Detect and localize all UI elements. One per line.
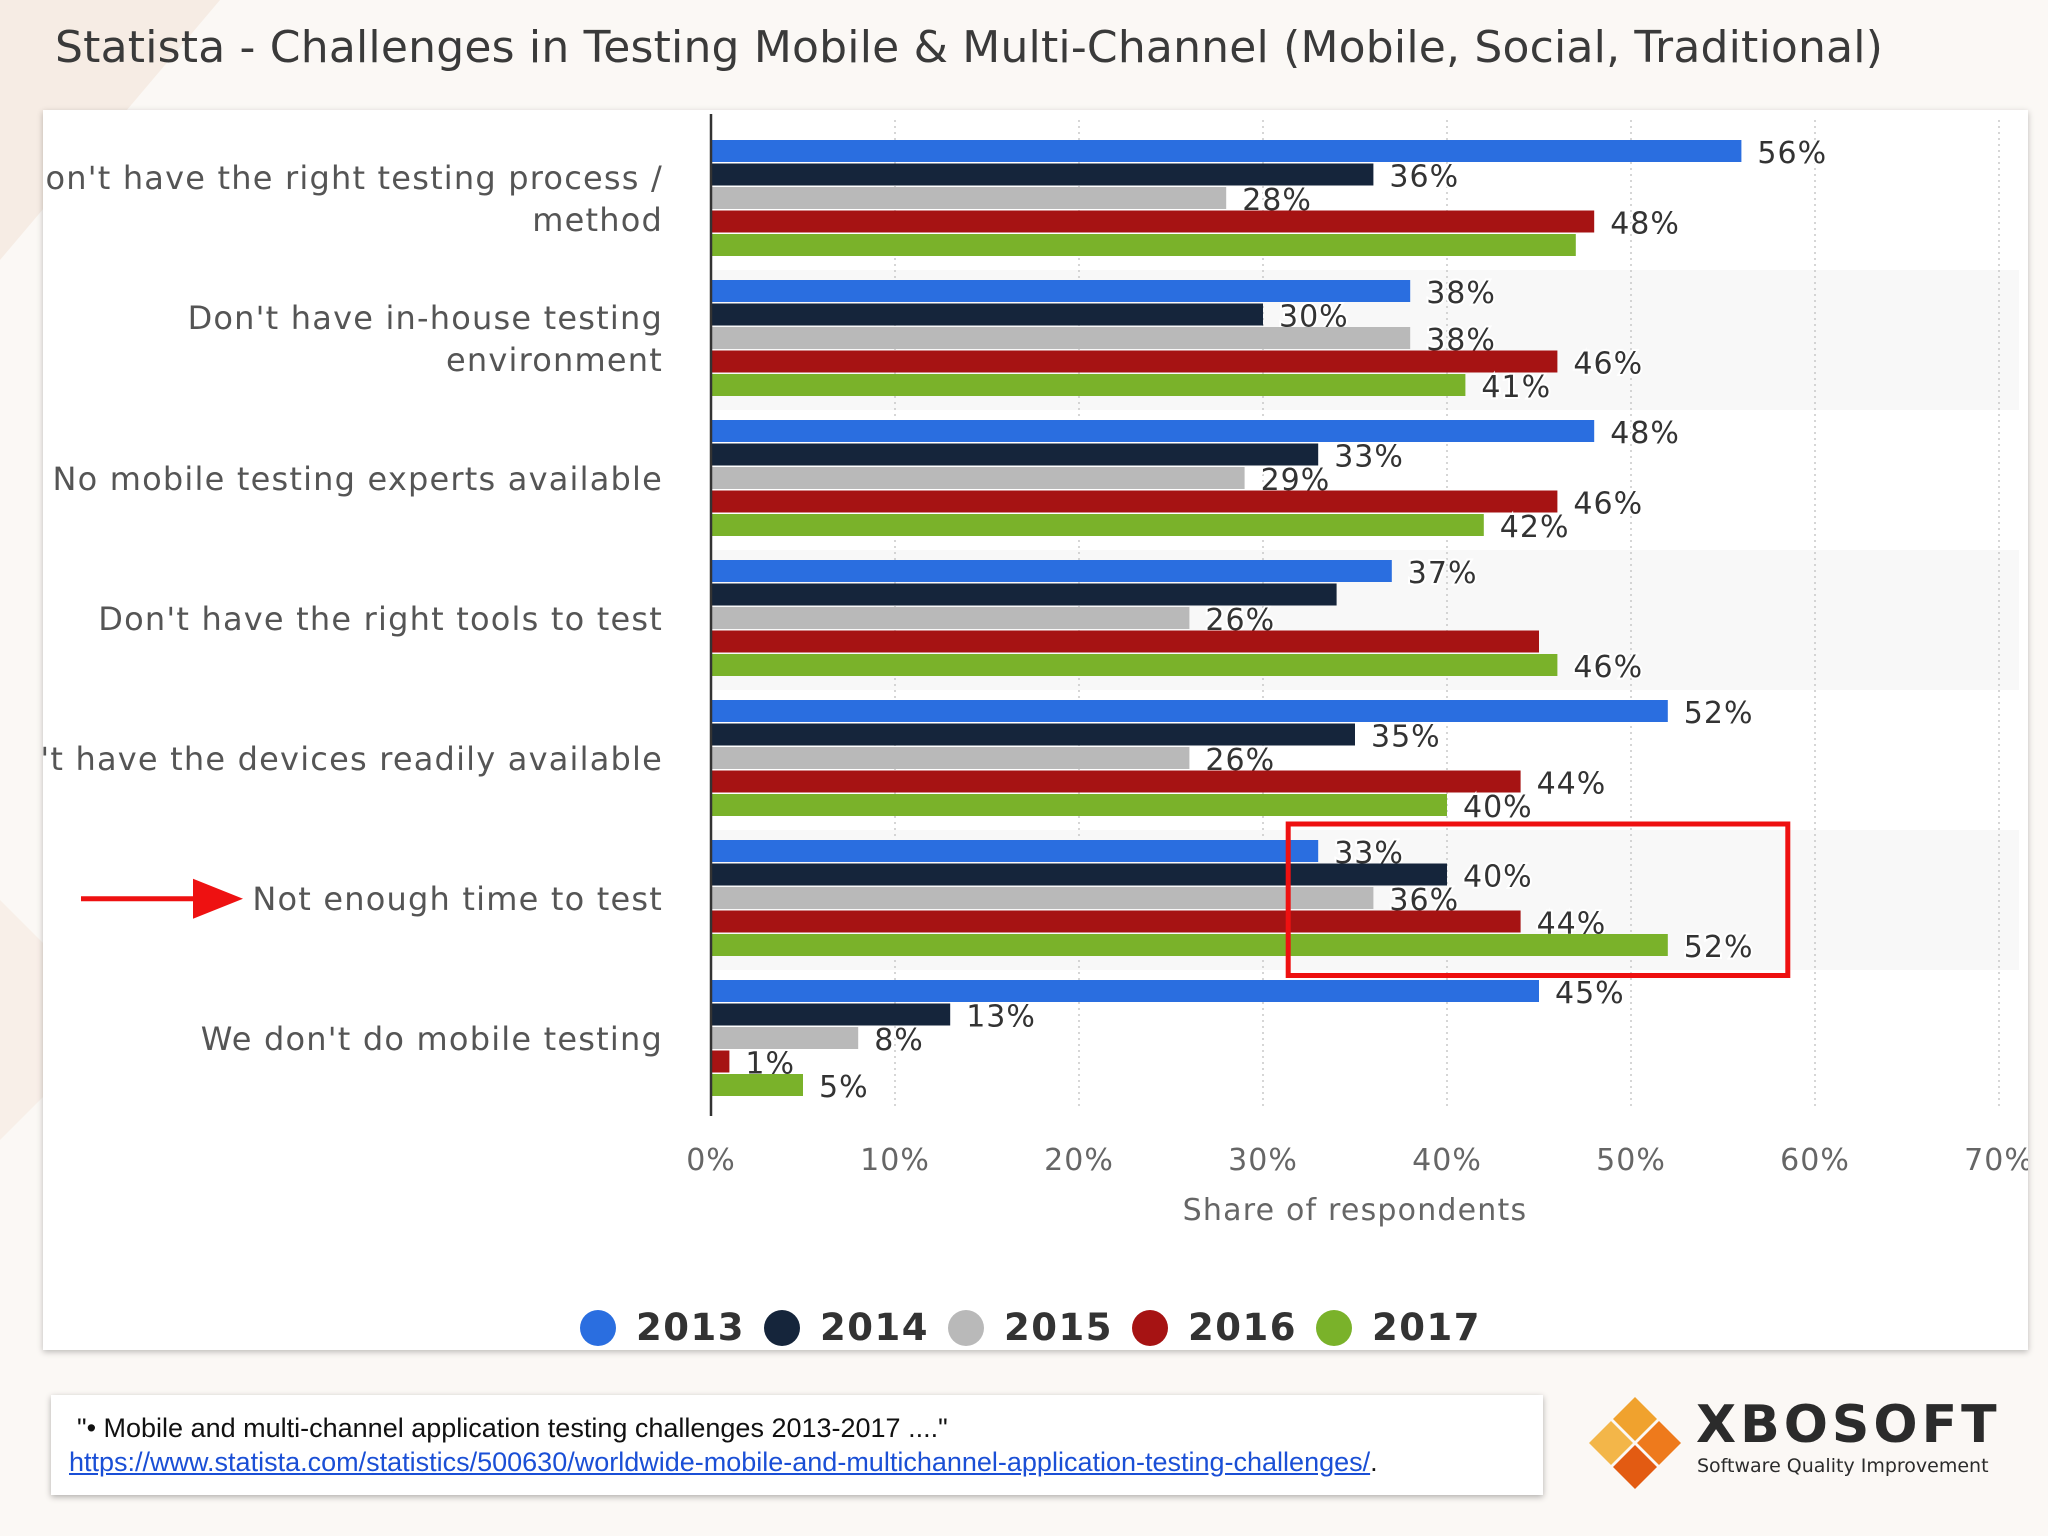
source-link-line: https://www.statista.com/statistics/5006… xyxy=(69,1447,1378,1478)
category-label: Not enough time to test xyxy=(252,880,663,918)
bar-2014 xyxy=(711,303,1263,326)
source-box: "• Mobile and multi-channel application … xyxy=(51,1395,1543,1495)
bar-chart: 56%38%48%37%52%33%45%36%30%33%35%40%13%2… xyxy=(43,114,2028,1349)
bar-2015 xyxy=(711,327,1411,349)
data-label: 35% xyxy=(1371,720,1441,755)
bar-2016 xyxy=(711,210,1595,233)
page-title: Statista - Challenges in Testing Mobile … xyxy=(55,22,1884,73)
data-label: 46% xyxy=(1573,650,1643,685)
x-tick-label: 10% xyxy=(860,1143,930,1178)
legend-label: 2013 xyxy=(636,1306,745,1349)
x-tick-label: 60% xyxy=(1780,1143,1850,1178)
x-tick-label: 50% xyxy=(1596,1143,1666,1178)
bar-2015 xyxy=(711,887,1374,909)
category-label: Don't have in-house testing xyxy=(188,299,663,337)
source-link[interactable]: https://www.statista.com/statistics/5006… xyxy=(69,1447,1371,1477)
bar-2013 xyxy=(711,840,1319,862)
data-label: 48% xyxy=(1610,416,1680,451)
brand-tagline: Software Quality Improvement xyxy=(1697,1455,1989,1477)
bar-2016 xyxy=(711,630,1539,653)
data-label: 13% xyxy=(966,1000,1036,1035)
bar-2017 xyxy=(711,514,1484,536)
data-label: 44% xyxy=(1537,767,1607,802)
x-tick-label: 30% xyxy=(1228,1143,1298,1178)
bar-2014 xyxy=(711,583,1337,606)
bar-2016 xyxy=(711,350,1558,373)
brand-block: XBOSOFT Software Quality Improvement xyxy=(1585,1395,2025,1505)
bar-2015 xyxy=(711,607,1190,629)
legend-marker xyxy=(1132,1310,1168,1346)
x-tick-label: 20% xyxy=(1044,1143,1114,1178)
data-label: 40% xyxy=(1463,860,1533,895)
legend-marker xyxy=(948,1310,984,1346)
xbosoft-logo-icon xyxy=(1589,1397,1681,1489)
data-label: 56% xyxy=(1757,136,1827,171)
bar-2016 xyxy=(711,1050,730,1073)
legend-label: 2017 xyxy=(1372,1306,1481,1349)
legend-label: 2014 xyxy=(820,1306,929,1349)
bar-2016 xyxy=(711,770,1521,793)
bar-2014 xyxy=(711,163,1374,186)
bar-2017 xyxy=(711,794,1447,816)
data-label: 38% xyxy=(1426,276,1496,311)
bar-2017 xyxy=(711,654,1558,676)
category-label: Don't have the right tools to test xyxy=(98,600,663,638)
bar-2014 xyxy=(711,1003,951,1026)
bar-2017 xyxy=(711,934,1668,956)
data-label: 33% xyxy=(1334,440,1404,475)
category-label: method xyxy=(532,201,663,239)
data-label: 46% xyxy=(1573,347,1643,382)
legend-label: 2016 xyxy=(1188,1306,1297,1349)
bar-2016 xyxy=(711,910,1521,933)
bar-2017 xyxy=(711,374,1466,396)
data-label: 42% xyxy=(1500,510,1570,545)
bar-2013 xyxy=(711,280,1411,302)
chart-panel: 56% 38% 48% 37% 52% 33% 45% 36% 30% 33% 35% 40% 13% 2… xyxy=(43,110,2028,1350)
data-label: 37% xyxy=(1408,556,1478,591)
data-label: 52% xyxy=(1684,696,1754,731)
x-tick-label: 70% xyxy=(1964,1143,2028,1178)
category-label: We don't do mobile testing xyxy=(201,1020,663,1058)
bar-2015 xyxy=(711,187,1227,209)
bar-2013 xyxy=(711,560,1392,582)
x-tick-label: 0% xyxy=(686,1143,736,1178)
bar-2017 xyxy=(711,1074,803,1096)
category-label: environment xyxy=(446,341,663,379)
brand-name: XBOSOFT xyxy=(1696,1395,2001,1455)
bar-2013 xyxy=(711,140,1742,162)
data-label: 46% xyxy=(1573,487,1643,522)
highlight-box xyxy=(1285,821,1791,978)
bar-2015 xyxy=(711,747,1190,769)
data-label: 8% xyxy=(874,1023,924,1058)
bar-2013 xyxy=(711,980,1539,1002)
bar-2013 xyxy=(711,420,1595,442)
legend-marker xyxy=(764,1310,800,1346)
highlight-arrow-head xyxy=(193,878,243,919)
data-label: 52% xyxy=(1684,930,1754,965)
bar-2013 xyxy=(711,700,1668,722)
bar-2017 xyxy=(711,234,1576,256)
source-quote: "• Mobile and multi-channel application … xyxy=(77,1413,948,1443)
x-tick-label: 40% xyxy=(1412,1143,1482,1178)
data-label: 5% xyxy=(819,1070,869,1105)
bar-2015 xyxy=(711,467,1245,489)
category-label: Don't have the devices readily available xyxy=(43,740,663,778)
legend-label: 2015 xyxy=(1004,1306,1113,1349)
legend-marker xyxy=(1316,1310,1352,1346)
x-axis-title: Share of respondents xyxy=(1183,1193,1528,1228)
source-link-trailing: . xyxy=(1370,1447,1378,1477)
data-label: 41% xyxy=(1481,370,1551,405)
category-label: Don't have the right testing process / xyxy=(43,159,663,197)
bar-2014 xyxy=(711,723,1355,746)
bar-2014 xyxy=(711,863,1447,886)
data-label: 45% xyxy=(1555,976,1625,1011)
legend-marker xyxy=(580,1310,616,1346)
data-label: 36% xyxy=(1389,160,1459,195)
bar-2014 xyxy=(711,443,1319,466)
bar-2016 xyxy=(711,490,1558,513)
data-label: 48% xyxy=(1610,207,1680,242)
category-label: No mobile testing experts available xyxy=(52,460,663,498)
bar-2015 xyxy=(711,1027,859,1049)
data-label: 40% xyxy=(1463,790,1533,825)
